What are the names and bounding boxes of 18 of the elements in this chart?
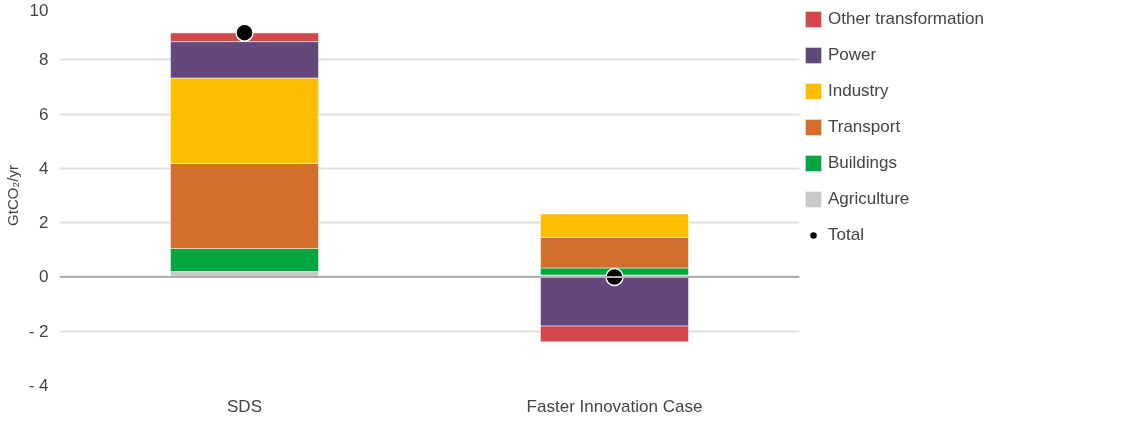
y-tick-label: - 2 [28, 321, 49, 341]
legend-label: Industry [828, 81, 890, 101]
x-tick-label: SDS [227, 396, 262, 416]
y-tick-label: - 4 [28, 376, 49, 395]
legend-label: Transport [828, 117, 902, 137]
y-axis-title: GtCO₂/yr [3, 165, 21, 226]
y-tick-label: 2 [39, 213, 49, 233]
y-tick-label: 0 [39, 267, 49, 287]
legend-label: Power [828, 45, 878, 65]
y-tick-label: 10 [29, 0, 49, 20]
y-tick-label: 8 [39, 50, 49, 70]
y-tick-label: 4 [39, 158, 49, 178]
legend-label: Agriculture [828, 189, 911, 209]
legend-label: Total [828, 225, 865, 245]
y-tick-label: 6 [39, 104, 49, 124]
legend-label: Buildings [828, 153, 898, 173]
x-tick-label: Faster Innovation Case [526, 396, 703, 416]
legend-label: Other transformation [828, 9, 984, 29]
